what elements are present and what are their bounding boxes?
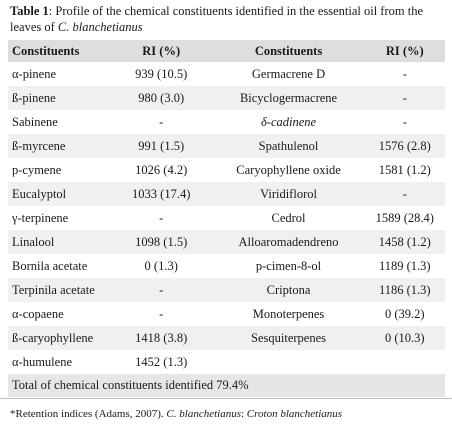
cell-ri: - xyxy=(364,110,445,134)
header-constituents-1: Constituents xyxy=(8,40,110,62)
cell-constituent: ß-caryophyllene xyxy=(8,326,110,350)
header-ri-1: RI (%) xyxy=(109,40,213,62)
cell-constituent: Viridiflorol xyxy=(212,182,365,206)
caption-species: C. blanchetianus xyxy=(57,20,143,34)
cell-constituent: Monoterpenes xyxy=(212,302,365,326)
footnote-species-abbrev: C. blanchetianus xyxy=(166,408,241,420)
table-row: Linalool 1098 (1.5) Alloaromadendreno 1458 … xyxy=(8,230,445,254)
cell-constituent: ß-myrcene xyxy=(8,134,110,158)
cell-ri: 1033 (17.4) xyxy=(109,182,213,206)
cell-ri: - xyxy=(364,86,445,110)
table-row: Bornila acetate 0 (1.3) p-cimen-8-ol 1189 (… xyxy=(8,254,445,278)
cell-ri: 1189 (1.3) xyxy=(364,254,445,278)
cell-constituent: α-copaene xyxy=(8,302,110,326)
cell-constituent: Eucalyptol xyxy=(8,182,110,206)
cell-constituent: p-cymene xyxy=(8,158,110,182)
footnote: *Retention indices (Adams, 2007). C. bla… xyxy=(0,398,452,430)
table-row: α-copaene - Monoterpenes 0 (39.2) xyxy=(8,302,445,326)
cell-constituent: p-cimen-8-ol xyxy=(212,254,365,278)
cell-ri: 1581 (1.2) xyxy=(364,158,445,182)
cell-constituent: Linalool xyxy=(8,230,110,254)
cell-ri: 1098 (1.5) xyxy=(109,230,213,254)
cell-constituent: γ-terpinene xyxy=(8,206,110,230)
cell-ri: - xyxy=(109,206,213,230)
cell-ri: 1458 (1.2) xyxy=(364,230,445,254)
footnote-species-full: Croton blanchetianus xyxy=(246,408,343,420)
cell-constituent xyxy=(212,350,365,374)
cell-ri: 0 (10.3) xyxy=(364,326,445,350)
table-row: γ-terpinene - Cedrol 1589 (28.4) xyxy=(8,206,445,230)
cell-ri: - xyxy=(364,182,445,206)
cell-constituent: Criptona xyxy=(212,278,365,302)
cell-constituent: Bicyclogermacrene xyxy=(212,86,365,110)
cell-ri: 1576 (2.8) xyxy=(364,134,445,158)
cell-constituent: Spathulenol xyxy=(212,134,365,158)
table-row: α-pinene 939 (10.5) Germacrene D- xyxy=(8,62,445,86)
cell-constituent: ß-pinene xyxy=(8,86,110,110)
table-row: ß-caryophyllene 1418 (3.8) Sesquiterpenes 0… xyxy=(8,326,445,350)
table-caption: Table 1: Profile of the chemical constit… xyxy=(10,3,446,35)
cell-constituent: Cedrol xyxy=(212,206,365,230)
table-row: Sabinene - δ-cadinene - xyxy=(8,110,445,134)
cell-ri: 991 (1.5) xyxy=(109,134,213,158)
total-row: Total of chemical constituents identifie… xyxy=(8,374,445,397)
cell-constituent: Terpinila acetate xyxy=(8,278,110,302)
cell-constituent: Sesquiterpenes xyxy=(212,326,365,350)
cell-constituent: Caryophyllene oxide xyxy=(212,158,365,182)
cell-ri: 980 (3.0) xyxy=(109,86,213,110)
table-row: Terpinila acetate - Criptona 1186 (1.3) xyxy=(8,278,445,302)
cell-ri: 939 (10.5) xyxy=(109,62,213,86)
cell-ri: 0 (39.2) xyxy=(364,302,445,326)
cell-ri: - xyxy=(109,110,213,134)
table-row: α-humulene 1452 (1.3) xyxy=(8,350,445,374)
table-row: p-cymene 1026 (4.2) Caryophyllene oxide 158… xyxy=(8,158,445,182)
cell-ri: 0 (1.3) xyxy=(109,254,213,278)
caption-text: : Profile of the chemical constituents i… xyxy=(10,4,424,34)
cell-ri: 1418 (3.8) xyxy=(109,326,213,350)
table-body: α-pinene 939 (10.5) Germacrene D - ß-pinene 9… xyxy=(8,62,445,374)
cell-ri: - xyxy=(109,302,213,326)
cell-constituent: δ-cadinene xyxy=(212,110,365,134)
cell-ri: 1589 (28.4) xyxy=(364,206,445,230)
cell-ri: - xyxy=(109,278,213,302)
cell-constituent: α-pinene xyxy=(8,62,110,86)
cell-constituent: α-humulene xyxy=(8,350,110,374)
table-row: ß-myrcene 991 (1.5) Spathulenol 1576 (2.8) xyxy=(8,134,445,158)
cell-ri: 1186 (1.3) xyxy=(364,278,445,302)
cell-constituent: Sabinene xyxy=(8,110,110,134)
table-row: ß-pinene 980 (3.0) Bicyclogermacrene - xyxy=(8,86,445,110)
cell-ri: 1026 (4.2) xyxy=(109,158,213,182)
total-text: Total of chemical constituents identifie… xyxy=(8,374,445,397)
header-constituents-2: Constituents xyxy=(212,40,365,62)
footnote-text: *Retention indices (Adams, 2007). xyxy=(10,408,167,420)
header-row: Constituents RI (%) Constituents RI (%) xyxy=(8,40,445,62)
cell-ri: - xyxy=(364,62,445,86)
header-ri-2: RI (%) xyxy=(364,40,445,62)
cell-constituent: Bornila acetate xyxy=(8,254,110,278)
cell-ri: 1452 (1.3) xyxy=(109,350,213,374)
cell-constituent: Germacrene D xyxy=(212,62,365,86)
constituents-table: Constituents RI (%) Constituents RI (%) … xyxy=(8,40,445,397)
footnote-separator: : xyxy=(240,408,247,420)
caption-label: Table 1 xyxy=(10,4,49,18)
cell-constituent: Alloaromadendreno xyxy=(212,230,365,254)
cell-ri xyxy=(364,350,445,374)
table-row: Eucalyptol 1033 (17.4) Viridiflorol - xyxy=(8,182,445,206)
